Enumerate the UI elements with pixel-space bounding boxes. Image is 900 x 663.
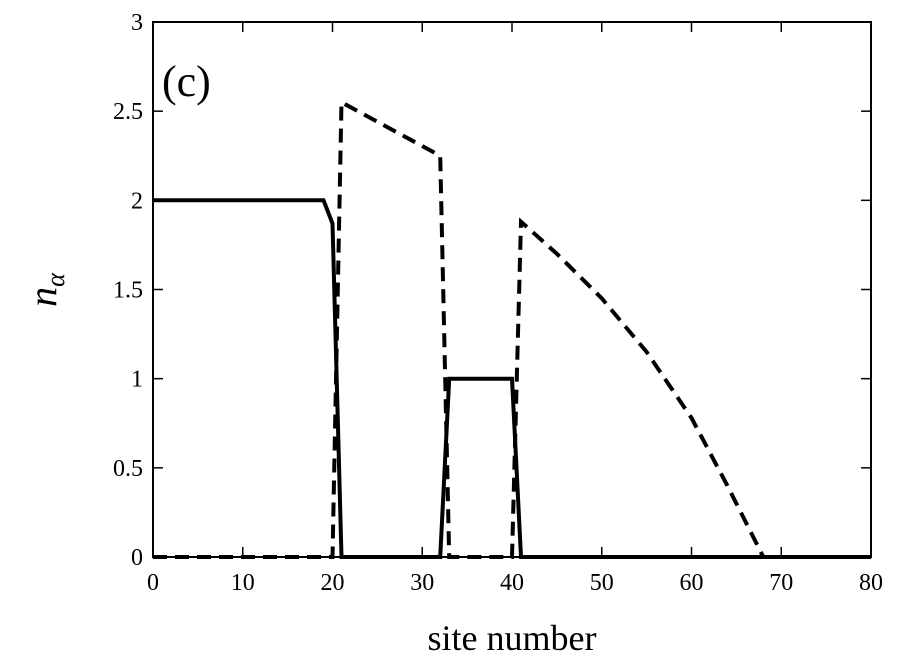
y-tick-label: 2.5 bbox=[113, 99, 143, 125]
plot-frame bbox=[152, 21, 872, 558]
y-tick-label: 1.5 bbox=[113, 278, 143, 304]
x-tick-label: 30 bbox=[410, 570, 434, 596]
x-tick-label: 80 bbox=[859, 570, 883, 596]
x-tick-label: 70 bbox=[769, 570, 793, 596]
x-tick-label: 40 bbox=[500, 570, 524, 596]
y-axis-title-subscript: α bbox=[41, 272, 70, 287]
series-group bbox=[153, 98, 871, 559]
x-tick-label: 20 bbox=[321, 570, 345, 596]
panel-label: (c) bbox=[162, 57, 211, 106]
y-axis-title: nα bbox=[20, 272, 70, 307]
y-tick-label: 2 bbox=[131, 188, 143, 214]
series-line-dashed bbox=[153, 98, 871, 559]
x-tick-label: 50 bbox=[590, 570, 614, 596]
y-axis-title-main: n bbox=[20, 287, 65, 307]
y-tick-label: 0.5 bbox=[113, 456, 143, 482]
x-tick-label: 60 bbox=[680, 570, 704, 596]
x-axis-title: site number bbox=[428, 618, 597, 658]
y-tick-label: 3 bbox=[131, 10, 143, 36]
x-tick-label: 10 bbox=[231, 570, 255, 596]
y-tick-label: 1 bbox=[131, 367, 143, 393]
x-tick-label: 0 bbox=[147, 570, 159, 596]
y-tick-label: 0 bbox=[131, 545, 143, 571]
tick-group: 0 10 20 30 40 50 60 70 80 0 0.5 1 1.5 2 2.5 3 bbox=[113, 10, 883, 596]
